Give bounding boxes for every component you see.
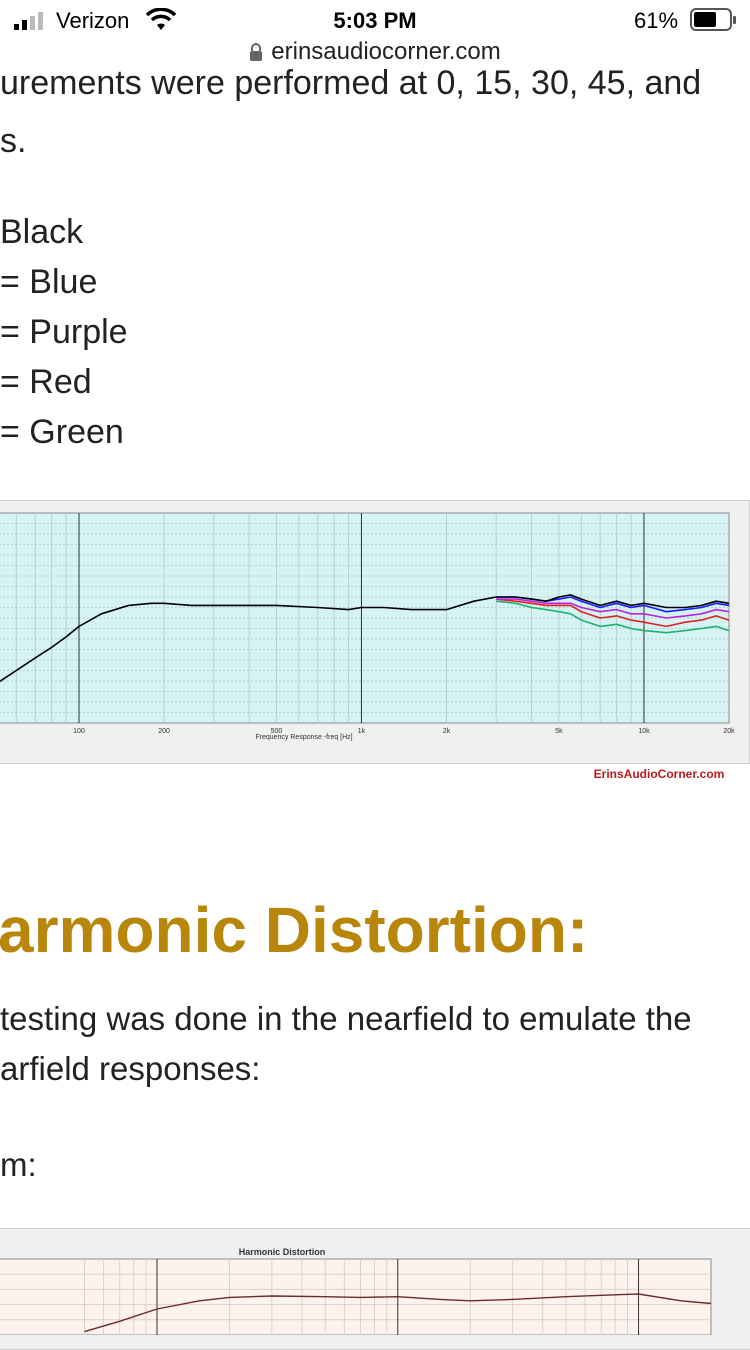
series-line [496,598,730,619]
status-bar: Verizon 5:03 PM 61% [0,0,750,40]
x-axis-label: Frequency Response -freq [Hz] [255,734,352,741]
tick-label: 500 [271,728,283,735]
paragraph-line-1: testing was done in the nearfield to emu… [0,1000,692,1037]
lock-icon [250,43,263,61]
harmonic-distortion-chart: Harmonic Distortion [0,1228,750,1350]
legend-line-purple: = Purple [0,313,128,351]
tick-label: 20k [723,728,735,735]
tick-label: 200 [158,728,170,735]
tick-label: 2k [443,728,451,735]
battery-percent: 61% [634,8,679,33]
section-heading: armonic Distortion: [0,894,589,966]
paragraph-line-2: arfield responses: [0,1050,261,1087]
tick-label: 10k [638,728,650,735]
wifi-icon [146,8,176,30]
legend-line-red: = Red [0,363,92,401]
intro-line-2: s. [0,122,27,160]
signal-icon [14,12,43,30]
series-line [0,594,730,683]
frequency-response-plot: 100 200 500 1k 2k 5k 10k 20k Frequency Response … [0,512,735,741]
series-line [496,598,730,628]
legend-line-green: = Green [0,413,124,451]
series-line [496,600,730,634]
tick-label: 100 [73,728,85,735]
carrier-name: Verizon [56,8,130,33]
harmonic-distortion-plot: Harmonic Distortion [0,1247,712,1336]
intro-line-1: urements were performed at 0, 15, 30, 45… [0,68,702,102]
tick-label: 1k [358,728,366,735]
address-bar[interactable]: erinsaudiocorner.com [0,38,750,72]
legend-line-blue: = Blue [0,263,98,301]
series-line [84,1293,712,1333]
chart-title: Harmonic Distortion [239,1247,326,1257]
clock: 5:03 PM [333,8,417,33]
battery-icon [690,8,736,31]
watermark-label: ErinsAudioCorner.com [568,764,750,784]
frequency-response-chart: 100 200 500 1k 2k 5k 10k 20k Frequency Response … [0,500,750,764]
paragraph-line-3: m: [0,1146,37,1183]
url-text: erinsaudiocorner.com [271,38,501,65]
tick-label: 5k [555,728,563,735]
legend-line-black: Black [0,213,84,251]
